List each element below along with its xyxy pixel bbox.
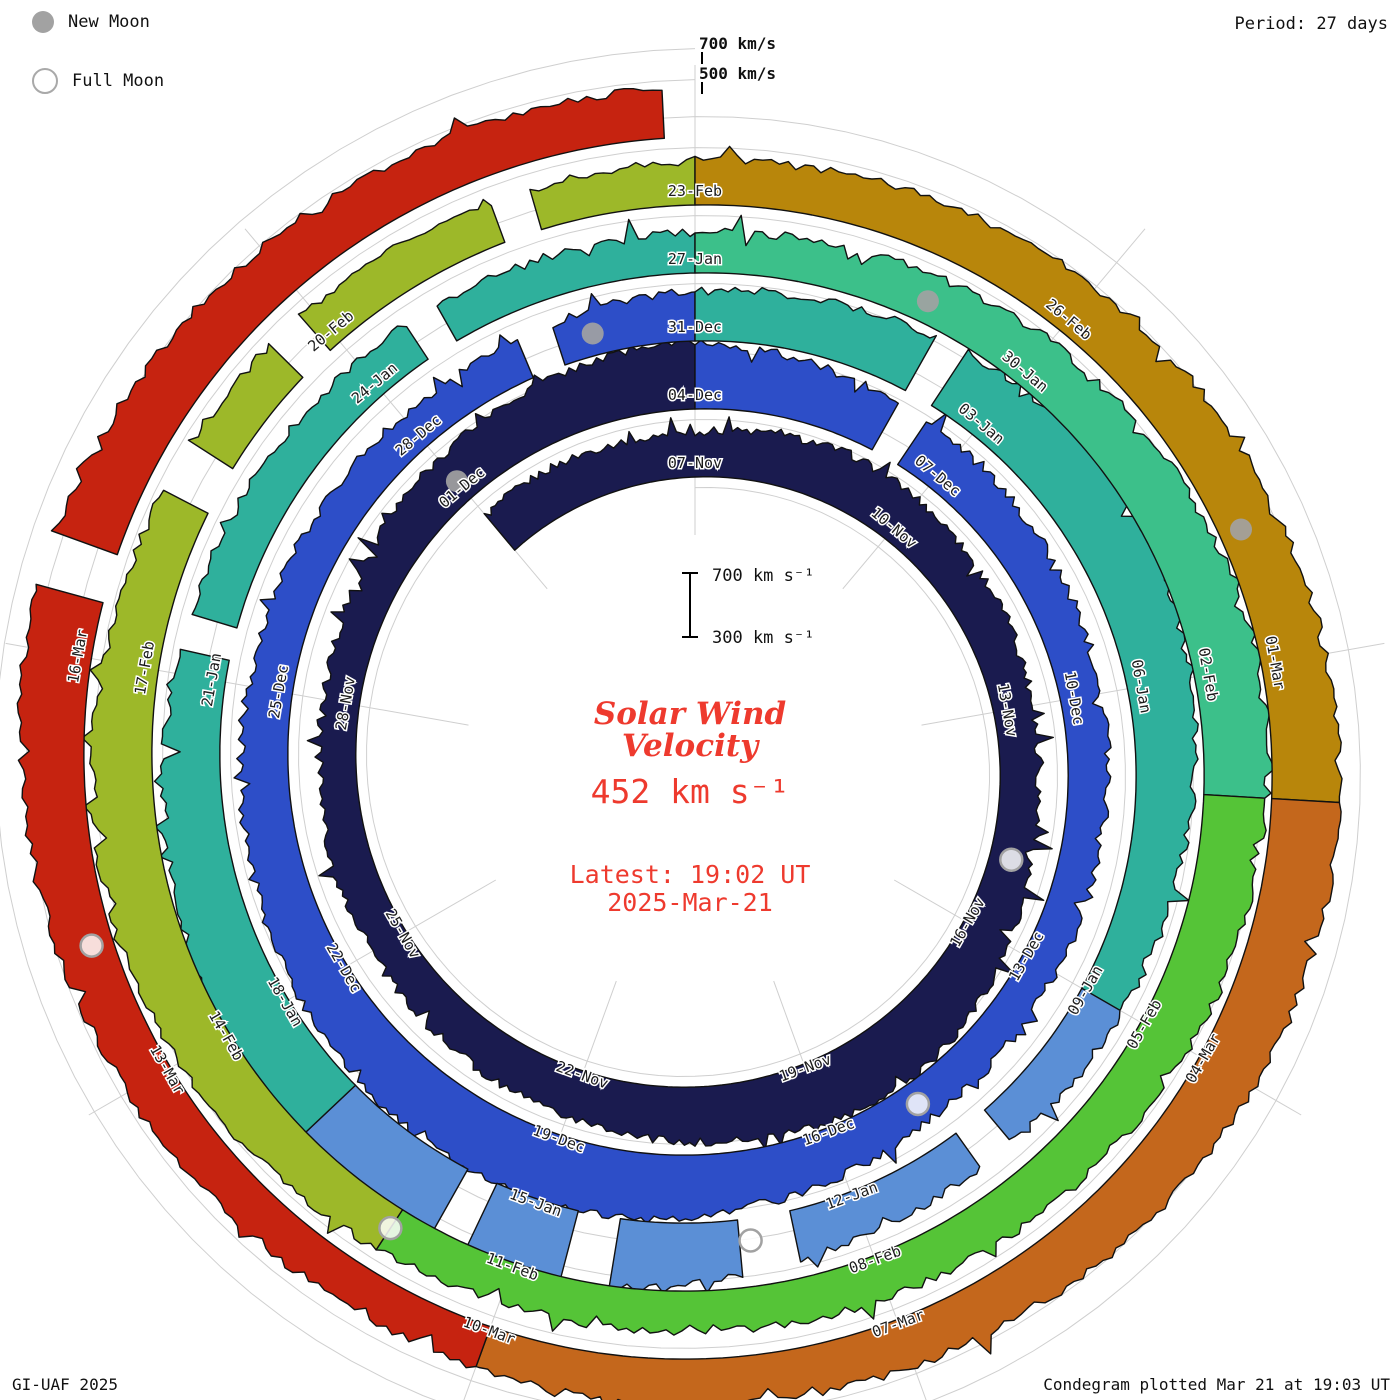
scalebar-bottom-label: 300 km s⁻¹: [712, 628, 815, 648]
velocity-band: [694, 339, 899, 451]
plotted-timestamp-label: Condegram plotted Mar 21 at 19:03 UT: [1043, 1375, 1390, 1394]
full-moon-marker: [79, 933, 104, 958]
date-label: 23-Feb: [668, 182, 722, 200]
grid-spiral-500: [26, 79, 1330, 1400]
chart-title-line1: Solar Wind: [593, 696, 787, 732]
chart-title: Solar Wind Velocity: [593, 696, 787, 765]
velocity-band: [50, 88, 665, 556]
velocity-band: [16, 583, 492, 1369]
new-moon-marker: [916, 290, 939, 313]
new-moon-icon: [32, 11, 54, 33]
velocity-band: [608, 1218, 744, 1294]
full-moon-marker: [378, 1215, 403, 1241]
new-moon-marker: [445, 470, 468, 493]
date-label: 27-Jan: [668, 250, 722, 268]
full-moon-marker: [905, 1091, 931, 1117]
period-label: Period: 27 days: [1234, 14, 1388, 34]
velocity-band: [233, 334, 1112, 1225]
latest-time-label: Latest: 19:02 UT: [569, 860, 811, 889]
legend-new-moon-label: New Moon: [68, 12, 150, 32]
velocity-band: [694, 286, 937, 392]
credit-label: GI-UAF 2025: [12, 1375, 118, 1394]
latest-date-label: 2025-Mar-21: [607, 888, 773, 917]
velocity-band: [983, 987, 1121, 1141]
top-scale-tick-700: [701, 52, 703, 64]
moon-markers-group: [79, 290, 1252, 1253]
scalebar-group: [682, 572, 698, 638]
full-moon-marker: [738, 1228, 763, 1253]
legend-full-moon: Full Moon: [32, 68, 164, 94]
current-velocity-value: 452 km s⁻¹: [590, 772, 790, 811]
legend-new-moon: New Moon: [32, 11, 150, 33]
velocity-band: [187, 342, 304, 470]
legend-full-moon-label: Full Moon: [72, 71, 165, 91]
new-moon-marker: [581, 322, 604, 345]
chart-title-line2: Velocity: [621, 728, 759, 765]
top-scale-500: 500 km/s: [699, 64, 777, 83]
velocity-bands-group: [16, 88, 1343, 1400]
velocity-band: [297, 198, 506, 352]
full-moon-icon: [32, 68, 58, 94]
new-moon-marker: [1230, 518, 1252, 541]
date-label: 04-Dec: [668, 386, 722, 404]
full-moon-marker: [999, 847, 1024, 872]
scalebar-top-label: 700 km s⁻¹: [712, 566, 815, 586]
velocity-band: [191, 325, 429, 629]
velocity-band: [81, 489, 404, 1251]
velocity-band: [789, 1132, 981, 1268]
top-scale-tick-500: [701, 82, 703, 94]
date-label: 31-Dec: [668, 318, 722, 336]
date-label: 07-Nov: [668, 454, 722, 472]
top-scale-700: 700 km/s: [699, 34, 777, 53]
